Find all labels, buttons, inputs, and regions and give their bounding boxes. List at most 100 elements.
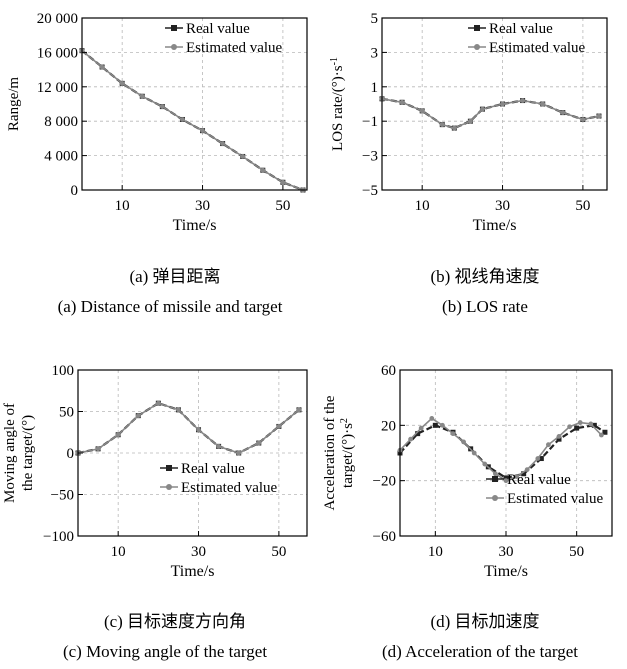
y-tick-label: 20 000 xyxy=(37,11,78,27)
data-point-estimated xyxy=(419,108,425,114)
y-tick-label: 4 000 xyxy=(44,149,78,165)
x-tick-label: 50 xyxy=(569,544,584,560)
data-point-estimated xyxy=(493,471,498,477)
data-point-estimated xyxy=(567,424,572,430)
caption-a-en: (a) Distance of missile and target xyxy=(57,297,283,316)
data-point-estimated xyxy=(580,117,586,122)
series-line-real xyxy=(399,424,606,480)
y-tick-label: 1 xyxy=(371,80,379,96)
data-point-estimated xyxy=(560,110,566,115)
y-axis-label: Moving angle of xyxy=(2,403,18,503)
data-point-estimated xyxy=(556,434,562,439)
data-point-real xyxy=(521,471,527,477)
data-point-estimated xyxy=(119,80,125,86)
y-tick-label: 0 xyxy=(71,183,79,199)
data-point-estimated xyxy=(418,425,424,431)
y-tick-label: 20 xyxy=(381,418,396,434)
legend-marker-circle xyxy=(474,44,480,50)
data-point-estimated xyxy=(95,446,101,452)
series-line-estimated xyxy=(77,402,300,454)
data-point-estimated xyxy=(480,106,485,112)
y-axis-label-exponent: -1 xyxy=(329,57,340,65)
legend-label: Real value xyxy=(186,21,250,37)
legend-label: Estimated value xyxy=(489,40,586,56)
data-point-estimated xyxy=(135,413,141,419)
series-line-real xyxy=(77,401,300,455)
x-tick-label: 30 xyxy=(495,198,510,214)
data-point-real xyxy=(432,422,438,428)
data-point-estimated xyxy=(260,167,266,173)
data-point-estimated xyxy=(520,98,526,103)
data-point-estimated xyxy=(450,431,456,437)
x-tick-label: 30 xyxy=(191,544,206,560)
data-point-estimated xyxy=(240,154,246,159)
caption-c-cn: (c) 目标速度方向角 xyxy=(103,612,247,631)
legend-marker-square xyxy=(166,465,172,471)
caption-a-cn: (a) 弹目距离 xyxy=(129,267,221,286)
y-tick-label: 60 xyxy=(381,363,396,379)
chart-b: −5 −3 −1 1 3 5 10 30 50 Time/s LOS rate/(°)·s-1 Rea… xyxy=(329,11,608,234)
x-tick-label: 10 xyxy=(415,198,430,214)
data-point-estimated xyxy=(200,128,205,134)
y-axis-label-exponent: 2 xyxy=(339,418,350,423)
data-point-estimated xyxy=(461,439,466,445)
legend-marker-square xyxy=(474,25,480,31)
y-tick-label: 0 xyxy=(67,446,75,462)
data-point-estimated xyxy=(500,101,505,107)
legend-label: Real value xyxy=(181,461,245,477)
data-point-estimated xyxy=(115,432,121,438)
y-tick-label: 12 000 xyxy=(37,80,78,96)
y-axis-label: target/(°)·s2 xyxy=(339,418,357,488)
legend-label: Estimated value xyxy=(186,40,283,56)
x-axis-label: Time/s xyxy=(473,217,517,234)
caption-b-en: (b) LOS rate xyxy=(442,297,528,316)
data-point-estimated xyxy=(176,407,181,413)
data-point-estimated xyxy=(139,93,145,99)
data-point-estimated xyxy=(599,432,604,438)
data-point-estimated xyxy=(440,422,445,428)
data-point-real xyxy=(591,422,597,428)
data-point-estimated xyxy=(540,101,546,107)
plot-frame xyxy=(81,17,308,191)
caption-c-en: (c) Moving angle of the target xyxy=(62,642,268,661)
plot-frame xyxy=(381,17,608,191)
data-point-estimated xyxy=(408,436,413,442)
y-tick-label: 3 xyxy=(371,45,379,61)
y-tick-label: −5 xyxy=(362,183,378,199)
data-point-estimated xyxy=(577,420,583,425)
y-tick-label: 5 xyxy=(371,11,379,27)
y-tick-label: 50 xyxy=(59,405,74,421)
caption-d-cn: (d) 目标加速度 xyxy=(430,612,540,631)
y-tick-label: −20 xyxy=(373,474,396,490)
caption-d-en: (d) Acceleration of the target xyxy=(381,642,579,661)
x-tick-label: 30 xyxy=(195,198,210,214)
series-line-estimated xyxy=(381,98,600,129)
y-tick-label: −60 xyxy=(373,529,396,545)
data-point-estimated xyxy=(503,478,509,484)
data-point-estimated xyxy=(399,99,405,105)
data-point-estimated xyxy=(471,450,477,456)
data-point-estimated xyxy=(256,440,262,446)
legend-marker-square xyxy=(492,476,498,482)
x-tick-label: 10 xyxy=(115,198,130,214)
y-axis-label: Acceleration of the xyxy=(322,395,338,510)
data-point-estimated xyxy=(99,64,105,70)
data-point-estimated xyxy=(296,407,302,413)
data-point-estimated xyxy=(596,113,602,119)
data-point-estimated xyxy=(276,424,282,429)
legend-label: Estimated value xyxy=(507,491,604,507)
data-point-estimated xyxy=(524,467,530,472)
data-point-estimated xyxy=(439,122,445,128)
data-point-real xyxy=(602,429,608,435)
x-tick-label: 50 xyxy=(271,544,286,560)
data-point-real xyxy=(503,475,509,481)
x-axis-label: Time/s xyxy=(173,217,217,234)
data-point-estimated xyxy=(155,400,161,406)
series-line-estimated xyxy=(81,50,304,191)
x-tick-label: 10 xyxy=(111,544,126,560)
y-tick-label: −50 xyxy=(51,488,74,504)
y-axis-label: Range/m xyxy=(6,77,22,131)
x-axis-label: Time/s xyxy=(171,563,215,580)
legend-marker-circle xyxy=(171,44,177,50)
legend-marker-circle xyxy=(492,495,498,501)
